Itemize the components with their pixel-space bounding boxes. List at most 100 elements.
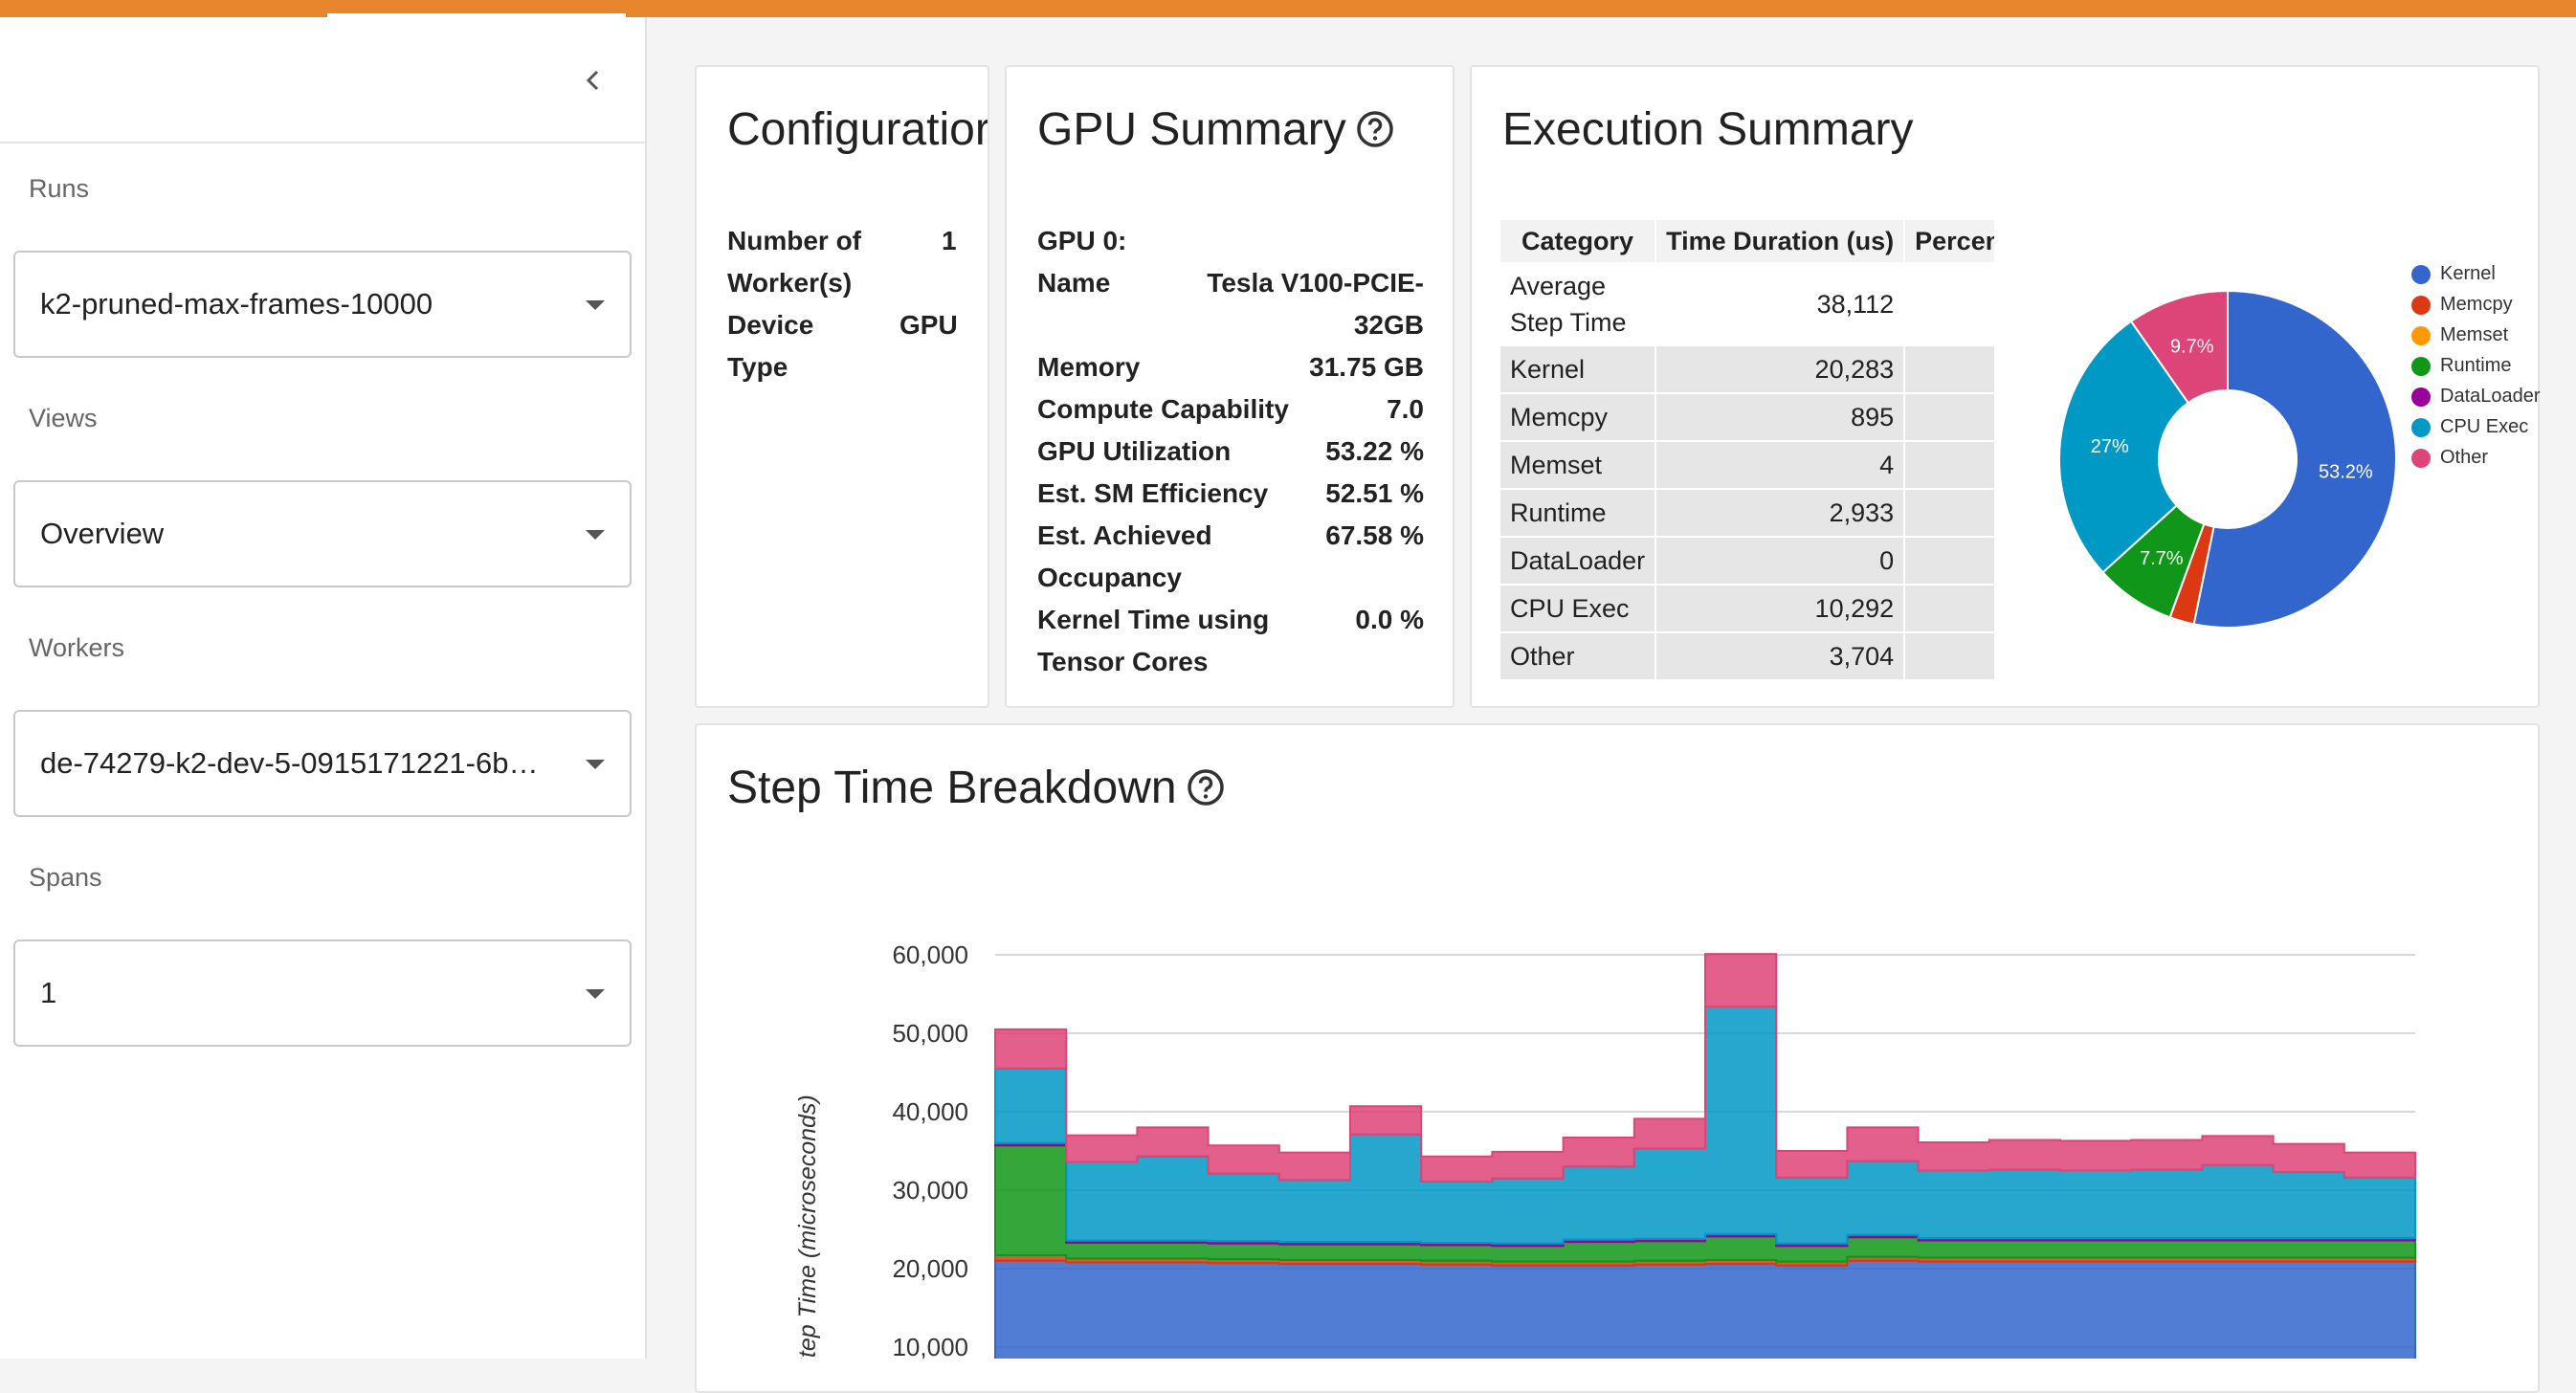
table-row: CPU Exec 10,292 <box>1500 584 1994 632</box>
table-cell-duration: 3,704 <box>1655 631 1906 679</box>
config-workers-label: Number of Worker(s) <box>727 226 861 298</box>
donut-slice-label: 9.7% <box>2170 337 2214 358</box>
active-tab-indicator <box>327 13 626 17</box>
gpu-header: GPU 0: <box>1037 226 1127 255</box>
legend-label: DataLoader <box>2440 386 2541 407</box>
execution-donut-chart: 53.2% 7.7% 27% 9.7% <box>2058 289 2397 629</box>
legend-label: Kernel <box>2440 263 2496 284</box>
donut-slice-label: 27% <box>2091 436 2129 457</box>
legend-item[interactable]: CPU Exec <box>2411 411 2541 442</box>
table-row: Memset 4 <box>1500 440 1994 489</box>
y-tick-label: 20,000 <box>892 1254 968 1283</box>
collapse-sidebar-button[interactable] <box>576 63 611 98</box>
area-series-kernel[interactable] <box>994 1259 2416 1359</box>
table-cell-percentage <box>1904 440 1994 489</box>
gpu-utilization-label: GPU Utilization <box>1037 436 1232 466</box>
table-cell-category: Memset <box>1500 440 1657 489</box>
y-tick-label: 40,000 <box>892 1097 968 1126</box>
table-cell-category: Memcpy <box>1500 392 1657 441</box>
dropdown-caret-icon <box>586 530 605 540</box>
table-cell-percentage <box>1904 262 1994 345</box>
table-cell-duration: 895 <box>1655 392 1906 441</box>
achieved-occupancy-label: Est. Achieved Occupancy <box>1037 520 1212 592</box>
legend-swatch <box>2411 449 2431 468</box>
workers-label: Workers <box>29 633 125 662</box>
execution-summary-title: Execution Summary <box>1502 104 1914 155</box>
gpu-name-label: Name <box>1037 268 1111 298</box>
table-cell-percentage <box>1904 536 1994 585</box>
y-tick-label: 60,000 <box>892 940 968 969</box>
legend-swatch <box>2411 418 2431 437</box>
spans-select[interactable]: 1 <box>13 940 632 1047</box>
table-row: Runtime 2,933 <box>1500 488 1994 537</box>
legend-label: Other <box>2440 447 2489 468</box>
execution-summary-table: Category Time Duration (us) Percentage (… <box>1500 220 1994 706</box>
top-app-bar <box>0 0 2576 17</box>
views-label: Views <box>29 404 98 432</box>
legend-item[interactable]: Kernel <box>2411 258 2541 289</box>
sm-efficiency-label: Est. SM Efficiency <box>1037 478 1269 508</box>
help-icon[interactable] <box>1356 110 1394 148</box>
legend-item[interactable]: DataLoader <box>2411 381 2541 411</box>
donut-slice-kernel[interactable] <box>2192 289 2397 629</box>
table-cell-duration: 10,292 <box>1655 584 1906 632</box>
legend-item[interactable]: Memcpy <box>2411 289 2541 320</box>
sidebar-divider <box>0 142 645 144</box>
legend-label: CPU Exec <box>2440 416 2529 437</box>
table-cell-category: CPU Exec <box>1500 584 1657 632</box>
table-row: Memcpy 895 <box>1500 392 1994 441</box>
table-cell-category: Runtime <box>1500 488 1657 537</box>
spans-select-value: 1 <box>40 976 57 1009</box>
legend-item[interactable]: Other <box>2411 442 2541 473</box>
table-cell-percentage <box>1904 392 1994 441</box>
table-row: Other 3,704 <box>1500 631 1994 679</box>
table-cell-percentage <box>1904 488 1994 537</box>
step-time-area-chart: Step Time (microseconds) 10,000 20,000 30,… <box>794 940 2416 1359</box>
views-select[interactable]: Overview <box>13 480 632 587</box>
table-cell-duration: 4 <box>1655 440 1906 489</box>
runs-select-value: k2-pruned-max-frames-10000 <box>40 287 433 321</box>
column-header-duration[interactable]: Time Duration (us) <box>1655 220 1906 263</box>
dropdown-caret-icon <box>586 989 605 999</box>
achieved-occupancy-value: 67.58 % <box>1325 520 1424 550</box>
step-time-title: Step Time Breakdown <box>727 762 1225 814</box>
tensor-cores-value: 0.0 % <box>1355 605 1424 634</box>
config-device-type-value: GPU <box>899 310 958 340</box>
gpu-memory-label: Memory <box>1037 352 1141 382</box>
gpu-summary-title: GPU Summary <box>1037 103 1394 156</box>
table-row: Kernel 20,283 <box>1500 344 1994 393</box>
runs-select[interactable]: k2-pruned-max-frames-10000 <box>13 251 632 358</box>
legend-swatch <box>2411 326 2431 345</box>
views-select-value: Overview <box>40 517 165 550</box>
legend-swatch <box>2411 357 2431 376</box>
table-cell-category: Other <box>1500 631 1657 679</box>
table-cell-duration: 0 <box>1655 536 1906 585</box>
legend-swatch <box>2411 265 2431 284</box>
table-row: DataLoader 0 <box>1500 536 1994 585</box>
execution-summary-card: Execution Summary Category Time Duration… <box>1470 65 2540 708</box>
table-cell-category: DataLoader <box>1500 536 1657 585</box>
table-cell-percentage <box>1904 584 1994 632</box>
spans-label: Spans <box>29 863 102 892</box>
donut-slice-other[interactable] <box>2129 289 2229 405</box>
compute-capability-value: 7.0 <box>1387 394 1424 424</box>
donut-slice-cpu-exec[interactable] <box>2058 320 2190 574</box>
table-cell-percentage <box>1904 631 1994 679</box>
dropdown-caret-icon <box>586 760 605 769</box>
column-header-category[interactable]: Category <box>1500 220 1657 263</box>
tensor-cores-label: Kernel Time using Tensor Cores <box>1037 605 1270 676</box>
area-series-other[interactable] <box>994 953 2416 1183</box>
workers-select-value: de-74279-k2-dev-5-0915171221-6b… <box>40 746 539 780</box>
workers-select[interactable]: de-74279-k2-dev-5-0915171221-6b… <box>13 710 632 817</box>
column-header-percentage[interactable]: Percentage (%) <box>1904 220 1994 263</box>
runs-label: Runs <box>29 174 90 203</box>
help-icon[interactable] <box>1187 768 1225 807</box>
legend-item[interactable]: Runtime <box>2411 350 2541 381</box>
sidebar: Runs k2-pruned-max-frames-10000 Views Ov… <box>0 17 647 1359</box>
legend-item[interactable]: Memset <box>2411 320 2541 350</box>
y-tick-label: 50,000 <box>892 1019 968 1048</box>
sm-efficiency-value: 52.51 % <box>1325 478 1424 508</box>
donut-legend: Kernel Memcpy Memset Runtime DataLoader CPU E… <box>2411 258 2541 473</box>
table-cell-duration: 2,933 <box>1655 488 1906 537</box>
legend-swatch <box>2411 387 2431 407</box>
